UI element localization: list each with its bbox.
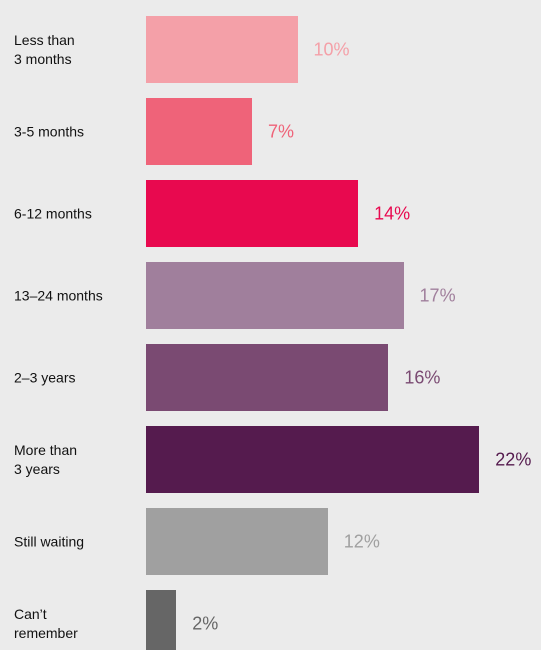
category-label: 6-12 months (14, 205, 92, 221)
bar (146, 426, 480, 493)
value-label: 22% (495, 449, 532, 469)
value-label: 10% (313, 39, 350, 59)
category-label: Can’t remember (14, 605, 78, 641)
value-label: 12% (343, 531, 380, 551)
bar (146, 16, 298, 83)
category-label: Still waiting (14, 533, 85, 549)
value-label: 7% (268, 121, 295, 141)
bar (146, 98, 253, 165)
bar (146, 180, 359, 247)
value-label: 17% (419, 285, 456, 305)
category-label: Less than 3 months (14, 31, 75, 67)
bar (146, 508, 328, 575)
bar (146, 262, 404, 329)
category-label: 13–24 months (14, 287, 103, 303)
value-label: 14% (374, 203, 411, 223)
category-label: 2–3 years (14, 369, 76, 385)
category-label: More than 3 years (14, 441, 78, 477)
bar (146, 344, 389, 411)
bar (146, 590, 177, 650)
value-label: 2% (192, 613, 219, 633)
category-label: 3-5 months (14, 123, 85, 139)
value-label: 16% (404, 367, 441, 387)
